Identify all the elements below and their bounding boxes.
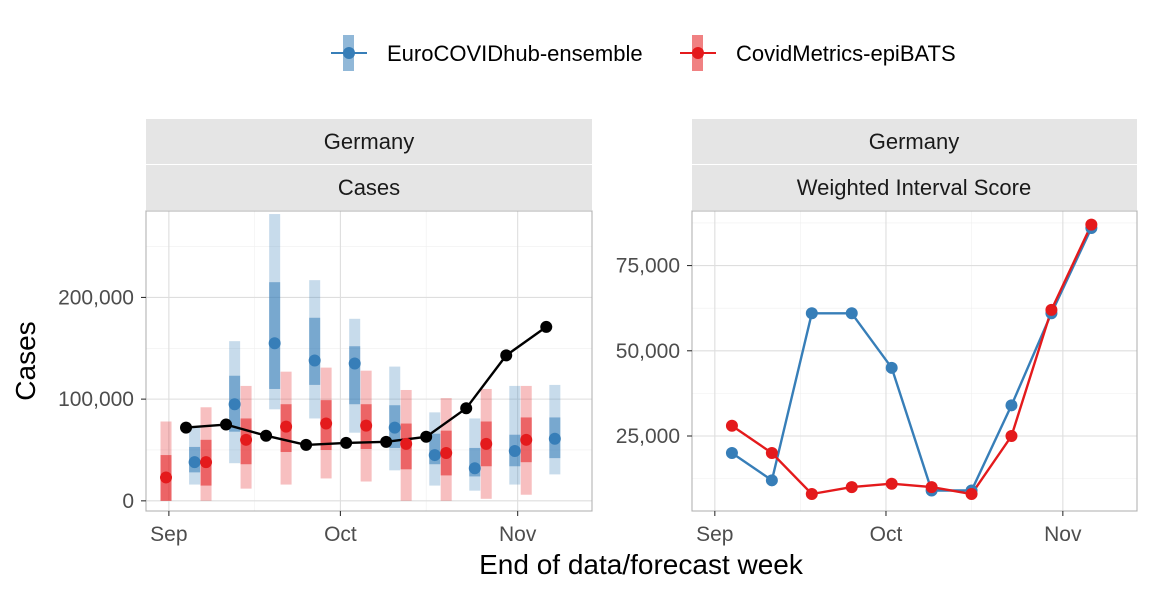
observed-point [540, 320, 553, 333]
score-point [965, 487, 978, 500]
score-point [765, 474, 778, 487]
observed-point [460, 402, 473, 415]
strip-target-left [146, 165, 592, 210]
score-line [731, 227, 1093, 492]
y-axis: 0 100,000 200,000 [58, 286, 146, 513]
score-point [1045, 303, 1058, 316]
x-axis-title: End of data/forecast week [479, 549, 804, 580]
forecast-median-point [280, 420, 293, 433]
score-point [925, 481, 938, 494]
legend-key-epibats-point [692, 47, 704, 59]
score-point [885, 477, 898, 490]
observed-point [500, 349, 513, 362]
score-point [1005, 399, 1018, 412]
forecast-median-point [200, 456, 213, 469]
data-points [725, 218, 1098, 500]
panel-border [691, 210, 1138, 512]
panel-wis: Germany Weighted Interval Score 25,000 50… [616, 119, 1138, 546]
score-point [725, 447, 738, 460]
interval-50 [429, 433, 441, 465]
y-tick-label: 75,000 [616, 255, 680, 278]
forecast-median-point [440, 447, 453, 460]
x-axis: Sep Oct Nov [696, 511, 1082, 546]
forecast-median-point [508, 445, 521, 457]
score-point [805, 487, 818, 500]
strip-location-right-label: Germany [869, 129, 959, 154]
series-lines [185, 325, 547, 447]
interval-50 [349, 346, 361, 405]
forecast-median-point [188, 456, 201, 469]
gridlines [692, 211, 1137, 511]
forecast-median-point [348, 357, 361, 370]
forecast-median-point [388, 421, 401, 434]
strip-location-right [692, 119, 1137, 164]
data-points [160, 320, 561, 484]
score-point [845, 307, 858, 320]
x-tick-label: Oct [324, 523, 357, 546]
score-point [805, 307, 818, 320]
y-axis-title: Cases [10, 321, 41, 400]
observed-point [220, 418, 233, 431]
x-axis: Sep Oct Nov [150, 511, 537, 546]
y-tick-label: 0 [122, 490, 134, 513]
x-tick-label: Sep [150, 523, 187, 546]
observed-point [260, 429, 273, 442]
forecast-median-point [360, 419, 373, 432]
forecast-median-point [480, 437, 493, 450]
forecast-median-point [160, 471, 173, 484]
strip-target-right-label: Weighted Interval Score [797, 175, 1031, 200]
observed-point [380, 435, 393, 448]
panel-cases: Germany Cases 0 100,000 200,000 Sep Oct Nov [58, 119, 593, 546]
legend: EuroCOVIDhub-ensemble CovidMetrics-epiBA… [331, 35, 956, 71]
legend-label-ensemble: EuroCOVIDhub-ensemble [387, 41, 643, 66]
strip-location-left [146, 119, 592, 164]
legend-label-epibats: CovidMetrics-epiBATS [736, 41, 956, 66]
forecast-median-point [308, 354, 321, 367]
score-point [885, 361, 898, 374]
y-axis: 25,000 50,000 75,000 [616, 255, 692, 448]
x-tick-label: Sep [696, 523, 733, 546]
observed-line [185, 325, 547, 447]
forecast-median-point [320, 417, 333, 430]
observed-point [420, 430, 433, 443]
x-tick-label: Oct [870, 523, 903, 546]
forecast-median-point [548, 432, 561, 445]
strip-target-left-label: Cases [338, 175, 400, 200]
observed-point [300, 438, 313, 451]
forecast-median-point [228, 398, 241, 411]
score-point [725, 419, 738, 432]
forecast-median-point [468, 462, 481, 475]
legend-key-ensemble [331, 35, 367, 71]
interval-bands [160, 214, 561, 501]
interval-50 [269, 282, 281, 389]
y-tick-label: 200,000 [58, 286, 134, 309]
score-point [765, 447, 778, 460]
forecast-median-point [400, 437, 413, 450]
score-point [1085, 218, 1098, 231]
interval-50 [309, 317, 321, 385]
forecast-median-point [520, 433, 533, 446]
score-point [845, 481, 858, 494]
observed-point [340, 436, 353, 449]
y-tick-label: 50,000 [616, 340, 680, 363]
x-tick-label: Nov [1044, 523, 1082, 546]
forecast-median-point [268, 337, 281, 350]
score-point [1005, 430, 1018, 442]
interval-50 [469, 447, 481, 477]
observed-point [180, 421, 193, 434]
y-tick-label: 25,000 [616, 425, 680, 448]
x-tick-label: Nov [499, 523, 537, 546]
series-lines [731, 224, 1093, 496]
score-line [731, 224, 1093, 496]
legend-key-epibats [680, 35, 716, 71]
panel-border [145, 210, 593, 512]
forecast-median-point [240, 433, 253, 446]
y-tick-label: 100,000 [58, 388, 134, 411]
legend-key-ensemble-point [343, 47, 355, 59]
strip-location-left-label: Germany [324, 129, 414, 154]
forecast-median-point [428, 449, 441, 462]
strip-target-right [692, 165, 1137, 210]
